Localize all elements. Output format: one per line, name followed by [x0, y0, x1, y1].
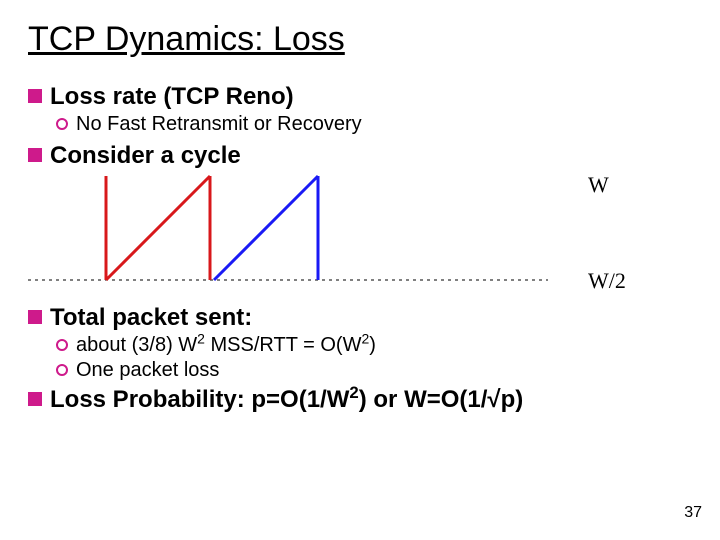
label-w-half: W/2 [588, 268, 626, 294]
bullet-text: Loss rate (TCP Reno) [50, 83, 294, 111]
square-bullet-icon [28, 392, 42, 406]
bullet-text: Consider a cycle [50, 142, 241, 170]
bullet-consider-cycle: Consider a cycle [28, 142, 692, 170]
square-bullet-icon [28, 89, 42, 103]
subbullet-no-fast: No Fast Retransmit or Recovery [56, 113, 692, 136]
subbullet-one-packet: One packet loss [56, 359, 692, 382]
bullet-text: Total packet sent: [50, 304, 252, 332]
circle-bullet-icon [56, 118, 68, 130]
bullet-text: Loss Probability: p=O(1/W2) or W=O(1/√p) [50, 386, 523, 414]
circle-bullet-icon [56, 364, 68, 376]
bullet-text: One packet loss [76, 359, 219, 382]
label-w: W [588, 172, 609, 198]
bullet-loss-probability: Loss Probability: p=O(1/W2) or W=O(1/√p) [28, 386, 692, 414]
page-number: 37 [684, 504, 702, 522]
bullet-loss-rate: Loss rate (TCP Reno) [28, 83, 692, 111]
square-bullet-icon [28, 310, 42, 324]
sawtooth-chart: W W/2 [28, 172, 692, 292]
chart-svg [28, 172, 648, 290]
bullet-text: about (3/8) W2 MSS/RTT = O(W2) [76, 334, 376, 357]
subbullet-about: about (3/8) W2 MSS/RTT = O(W2) [56, 334, 692, 357]
bullet-total-packet: Total packet sent: [28, 304, 692, 332]
bullet-text: No Fast Retransmit or Recovery [76, 113, 362, 136]
square-bullet-icon [28, 148, 42, 162]
circle-bullet-icon [56, 339, 68, 351]
slide-title: TCP Dynamics: Loss [28, 20, 692, 59]
